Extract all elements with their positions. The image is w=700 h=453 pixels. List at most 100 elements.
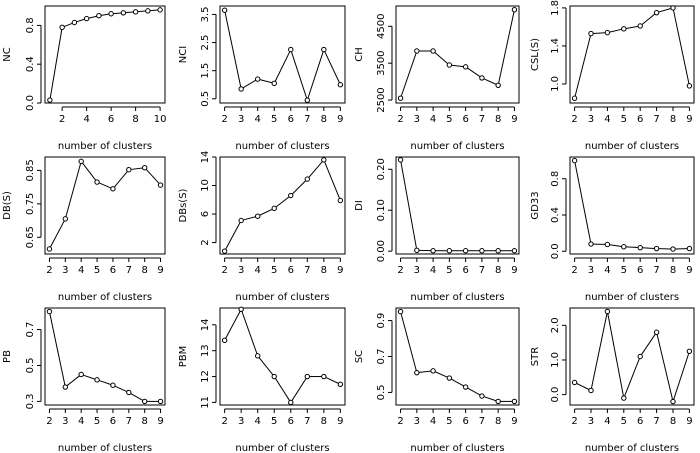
plot-box xyxy=(569,5,695,104)
series-segment xyxy=(98,182,112,189)
series-segment xyxy=(113,12,122,15)
panel-csl-s: 2 3 4 5 6 7 8 9 1.0 1.4 1.8 number of clusters CSL(S… xyxy=(530,0,695,152)
data-point xyxy=(321,46,327,53)
y-tick-label: 13 xyxy=(200,344,211,357)
data-point xyxy=(83,15,90,22)
series-segment xyxy=(224,12,242,87)
y-tick-label: 6 xyxy=(200,211,211,217)
data-point xyxy=(120,10,127,16)
y-axis-title: STR xyxy=(530,347,541,366)
x-tick-label: 4 xyxy=(255,265,261,276)
panel-str: 2 3 4 5 6 7 8 9 0.0 1.0 2.0 number of clusters STR xyxy=(530,307,695,453)
data-point xyxy=(78,158,84,165)
data-point xyxy=(238,217,244,224)
series-segment xyxy=(259,208,273,216)
data-point xyxy=(71,19,78,26)
y-tick-label: 1.5 xyxy=(200,63,211,79)
x-tick-label: 8 xyxy=(670,416,676,427)
data-point xyxy=(414,48,420,54)
plot-box xyxy=(395,5,520,104)
series-segment xyxy=(125,11,134,14)
y-axis-title: DBs(S) xyxy=(178,188,189,222)
y-tick-label: 0.75 xyxy=(25,193,36,215)
panel-sc: 2 3 4 5 6 7 8 9 0.5 0.7 0.9 number of clusters SC xyxy=(354,307,520,453)
series-segment xyxy=(83,374,96,380)
series-segment xyxy=(658,8,672,13)
y-tick-label: 0.65 xyxy=(25,226,36,248)
data-point xyxy=(446,375,453,381)
series-segment xyxy=(609,28,622,33)
data-point xyxy=(397,308,404,315)
data-point xyxy=(571,157,578,164)
x-tick-label: 9 xyxy=(511,114,517,125)
x-tick-label: 8 xyxy=(670,114,676,125)
series-segment xyxy=(590,313,608,389)
series-segment xyxy=(290,51,308,99)
x-tick-label: 6 xyxy=(288,416,294,427)
x-tick-label: 7 xyxy=(304,114,310,125)
x-axis-title: number of clusters xyxy=(585,443,679,453)
data-point xyxy=(288,399,294,406)
y-tick-label: 0.0 xyxy=(25,95,36,111)
x-axis-title: number of clusters xyxy=(58,443,152,453)
y-tick-label: 0.8 xyxy=(550,171,561,187)
x-tick-label: 7 xyxy=(479,416,485,427)
x-tick-label: 9 xyxy=(511,416,517,427)
y-tick-label: 11 xyxy=(200,396,211,409)
x-tick-label: 6 xyxy=(637,114,643,125)
data-point xyxy=(62,216,69,222)
x-tick-label: 9 xyxy=(337,416,343,427)
series-segment xyxy=(82,162,97,181)
data-point xyxy=(588,387,594,394)
x-tick-label: 2 xyxy=(397,265,403,276)
data-point xyxy=(571,379,578,386)
data-point xyxy=(430,368,436,374)
series-segment xyxy=(641,13,656,25)
data-point xyxy=(653,329,660,335)
x-tick-label: 8 xyxy=(670,265,676,276)
x-tick-label: 7 xyxy=(304,416,310,427)
series-segment xyxy=(50,220,65,248)
series-segment xyxy=(88,15,97,19)
series-segment xyxy=(274,51,291,82)
x-tick-label: 6 xyxy=(108,114,114,125)
plot-box xyxy=(569,156,695,255)
data-point xyxy=(157,182,164,188)
data-point xyxy=(321,373,327,380)
x-tick-label: 9 xyxy=(686,416,692,427)
series-segment xyxy=(593,32,606,34)
series-segment xyxy=(467,67,481,78)
x-axis-title: number of clusters xyxy=(410,141,504,152)
series-segment xyxy=(100,13,110,16)
data-point xyxy=(94,377,100,383)
series-segment xyxy=(625,25,639,29)
x-tick-label: 3 xyxy=(588,416,594,427)
series-segment xyxy=(574,162,592,242)
x-axis-title: number of clusters xyxy=(410,443,504,453)
series-segment xyxy=(451,378,464,387)
series-segment xyxy=(574,35,591,97)
series-segment xyxy=(113,171,128,188)
x-axis-title: number of clusters xyxy=(410,292,504,303)
x-tick-label: 2 xyxy=(46,416,52,427)
data-point xyxy=(495,82,501,88)
x-axis-title: number of clusters xyxy=(235,141,329,152)
data-point xyxy=(288,192,294,199)
x-tick-label: 5 xyxy=(94,416,100,427)
x-tick-label: 3 xyxy=(414,114,420,125)
data-point xyxy=(686,245,693,252)
x-tick-label: 3 xyxy=(62,265,68,276)
x-tick-label: 4 xyxy=(430,265,436,276)
series-segment xyxy=(65,163,82,217)
data-point xyxy=(511,6,518,13)
plot-box xyxy=(44,156,166,255)
plot-box xyxy=(569,307,695,406)
y-axis-title: PB xyxy=(2,350,13,363)
data-point xyxy=(157,7,163,13)
y-tick-label: 0.5 xyxy=(25,358,36,374)
x-tick-label: 10 xyxy=(154,114,167,125)
series-segment xyxy=(275,196,290,208)
series-segment xyxy=(324,51,340,83)
series-segment xyxy=(243,216,256,221)
x-tick-label: 7 xyxy=(126,416,132,427)
